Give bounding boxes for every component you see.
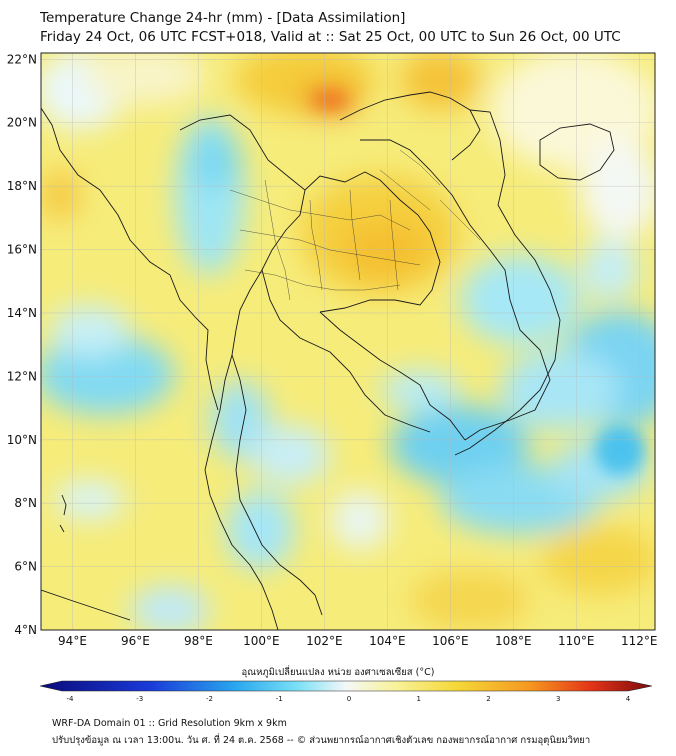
longitude-tick-label: 110°E — [558, 634, 595, 648]
longitude-tick-label: 104°E — [369, 634, 406, 648]
longitude-tick-label: 102°E — [306, 634, 343, 648]
map-subtitle: Friday 24 Oct, 06 UTC FCST+018, Valid at… — [40, 29, 621, 45]
longitude-tick-label: 108°E — [495, 634, 532, 648]
colorbar-title: อุณหภูมิเปลี่ยนแปลง หน่วย องศาเซลเซียส (… — [241, 667, 435, 678]
temperature-field — [41, 53, 655, 630]
latitude-tick-label: 12°N — [7, 369, 37, 383]
colorbar-tick-label: 2 — [486, 695, 490, 703]
latitude-tick-label: 18°N — [7, 179, 37, 193]
colorbar-tick-label: 0 — [347, 695, 351, 703]
colorbar: -4 -3 -2 -1 0 1 2 3 4 — [39, 680, 653, 703]
latitude-tick-label: 16°N — [7, 243, 37, 257]
colorbar-tick-label: 4 — [626, 695, 631, 703]
longitude-tick-label: 100°E — [243, 634, 280, 648]
longitude-tick-label: 112°E — [621, 634, 658, 648]
graticule — [41, 53, 655, 630]
colorbar-tick-label: -1 — [276, 695, 283, 703]
longitude-tick-label: 94°E — [58, 634, 87, 648]
latitude-tick-label: 14°N — [7, 306, 37, 320]
colorbar-tick-label: -4 — [67, 695, 75, 703]
footer-credit: ปรับปรุงข้อมูล ณ เวลา 13:00น. วัน ศ. ที่… — [52, 735, 591, 746]
latitude-tick-label: 8°N — [14, 496, 37, 510]
colorbar-tick-label: -3 — [136, 695, 143, 703]
longitude-tick-label: 106°E — [432, 634, 469, 648]
map-title: Temperature Change 24-hr (mm) - [Data As… — [40, 10, 406, 26]
latitude-tick-label: 20°N — [7, 116, 37, 130]
country-borders — [41, 91, 615, 630]
colorbar-tick-label: 1 — [417, 695, 421, 703]
latitude-tick-label: 22°N — [7, 52, 37, 66]
footer-model-info: WRF-DA Domain 01 :: Grid Resolution 9km … — [52, 718, 287, 729]
longitude-tick-label: 98°E — [184, 634, 213, 648]
latitude-tick-label: 10°N — [7, 433, 37, 447]
latitude-axis: 22°N 20°N 18°N 16°N 14°N 12°N 10°N 8°N 6°N 4°N — [7, 52, 37, 637]
province-borders — [229, 149, 481, 301]
latitude-tick-label: 4°N — [14, 623, 37, 637]
colorbar-tick-label: 3 — [556, 695, 560, 703]
latitude-tick-label: 6°N — [14, 560, 37, 574]
colorbar-ramp — [39, 680, 653, 692]
longitude-axis: 94°E 96°E 98°E 100°E 102°E 104°E 106°E 108°E 110… — [58, 634, 657, 648]
map-frame — [40, 52, 656, 631]
longitude-tick-label: 96°E — [121, 634, 150, 648]
colorbar-tick-label: -2 — [206, 695, 213, 703]
colorbar-ticks: -4 -3 -2 -1 0 1 2 3 4 — [67, 695, 631, 703]
